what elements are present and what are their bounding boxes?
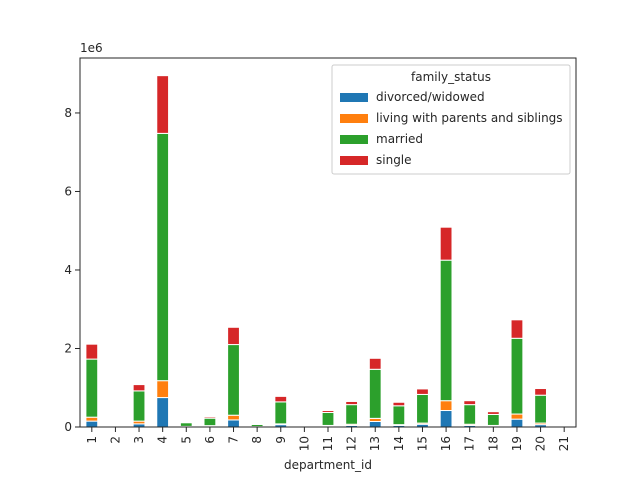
x-tick-label: 1: [85, 436, 99, 444]
bar-segment-19-3: [510, 319, 524, 339]
bar-segment-16-0: [439, 410, 453, 428]
x-tick-label: 15: [415, 436, 429, 451]
bar-segment-16-1: [439, 400, 453, 412]
x-tick-label: 21: [557, 436, 571, 451]
bar-segment-1-1: [85, 416, 99, 422]
bar-segment-7-2: [227, 344, 240, 416]
x-axis-label: department_id: [284, 458, 372, 472]
x-tick-label: 18: [486, 436, 500, 451]
x-tick-label: 5: [179, 436, 193, 444]
legend-swatch: [340, 135, 368, 144]
bar-segment-1-2: [85, 358, 99, 418]
legend: family_status divorced/widowed living wit…: [331, 64, 571, 175]
bar-segment-13-0: [368, 421, 382, 428]
y-tick-label: 2: [64, 341, 72, 355]
x-tick-label: 7: [227, 436, 241, 444]
bar-segment-4-1: [156, 380, 170, 399]
bars-group: [85, 75, 571, 428]
bar-segment-11-3: [321, 410, 335, 413]
y-tick-label: 6: [64, 184, 72, 198]
legend-label: married: [376, 132, 423, 146]
bar-segment-14-3: [392, 401, 406, 407]
y-tick-label: 4: [64, 263, 72, 277]
x-tick-label: 13: [368, 436, 382, 451]
bar-segment-19-1: [510, 413, 524, 420]
x-tick-label: 3: [132, 436, 146, 444]
bar-segment-4-0: [156, 397, 170, 428]
y-scale-label: 1e6: [80, 41, 103, 55]
bar-segment-14-2: [392, 405, 406, 426]
legend-swatch: [340, 156, 368, 165]
bar-segment-17-3: [463, 400, 477, 406]
legend-label: divorced/widowed: [376, 90, 485, 104]
x-tick-label: 12: [345, 436, 359, 451]
bar-segment-9-3: [274, 395, 288, 403]
x-tick-label: 9: [274, 436, 288, 444]
x-tick-label: 19: [510, 436, 524, 451]
bar-segment-1-0: [85, 420, 99, 428]
legend-label: single: [376, 153, 412, 167]
bar-segment-6-2: [203, 417, 217, 427]
bar-segment-17-2: [463, 404, 477, 425]
bar-segment-7-3: [227, 326, 240, 346]
x-tick-label: 2: [108, 436, 122, 444]
bar-segment-11-2: [321, 411, 335, 426]
legend-swatch: [340, 114, 368, 123]
x-tick-label: 6: [203, 436, 217, 444]
bar-segment-19-2: [510, 337, 524, 415]
bar-segment-20-3: [534, 388, 547, 396]
legend-items: divorced/widowed living with parents and …: [340, 90, 563, 167]
bar-segment-12-2: [345, 404, 359, 425]
y-tick-label: 8: [64, 106, 72, 120]
bar-segment-7-1: [227, 414, 240, 421]
bar-segment-7-0: [227, 419, 240, 428]
bar-segment-13-3: [368, 357, 382, 370]
x-tick-label: 4: [156, 436, 170, 444]
bar-segment-9-2: [274, 401, 288, 425]
bar-segment-4-2: [156, 132, 170, 382]
bar-segment-15-3: [416, 388, 429, 395]
bar-segment-15-2: [416, 393, 429, 424]
bar-segment-13-2: [368, 368, 382, 419]
x-tick-label: 8: [250, 436, 264, 444]
legend-frame: [331, 64, 571, 175]
bar-segment-18-3: [486, 411, 500, 415]
y-tick-label: 0: [64, 420, 72, 434]
bar-segment-16-2: [439, 259, 453, 402]
bar-segment-16-3: [439, 226, 453, 261]
x-tick-label: 10: [297, 436, 311, 451]
x-tick-label: 17: [463, 436, 477, 451]
x-tick-label: 14: [392, 436, 406, 451]
bar-segment-19-0: [510, 418, 524, 428]
bar-segment-3-2: [132, 390, 146, 422]
bar-segment-20-2: [534, 394, 547, 424]
bar-segment-18-2: [486, 413, 500, 426]
x-tick-label: 16: [439, 436, 453, 451]
x-tick-label: 20: [534, 436, 548, 451]
bar-segment-5-2: [179, 422, 193, 427]
legend-title: family_status: [411, 70, 491, 84]
bar-segment-3-3: [132, 384, 146, 392]
bar-segment-1-3: [85, 343, 99, 360]
legend-swatch: [340, 93, 368, 102]
bar-segment-4-3: [156, 75, 170, 134]
x-tick-label: 11: [321, 436, 335, 451]
legend-label: living with parents and siblings: [376, 111, 563, 125]
bar-segment-12-3: [345, 400, 359, 406]
bar-segment-6-3: [203, 416, 217, 419]
